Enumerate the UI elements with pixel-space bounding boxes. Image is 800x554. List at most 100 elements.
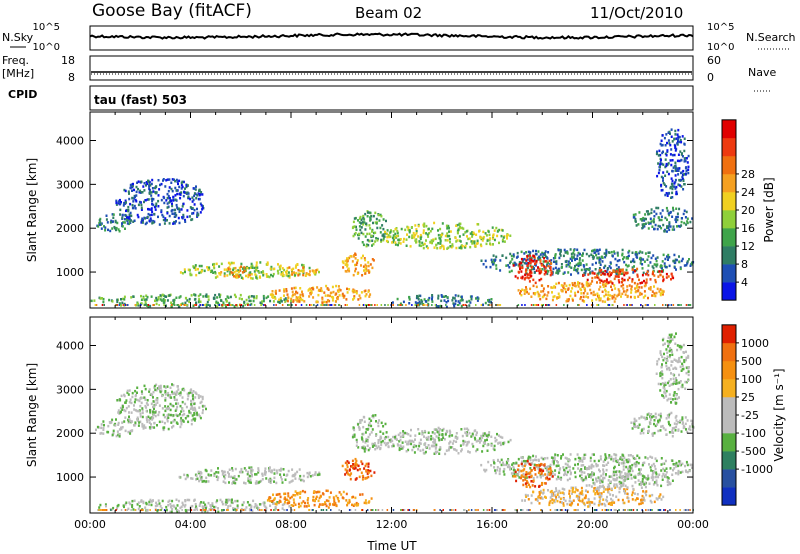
heatmap-cell: [660, 215, 663, 218]
heatmap-cell: [271, 295, 274, 299]
heatmap-cell: [291, 271, 294, 274]
heatmap-cell: [608, 454, 611, 457]
heatmap-cell: [141, 392, 144, 395]
heatmap-cell: [616, 268, 619, 272]
heatmap-cell: [586, 268, 589, 271]
heatmap-cell: [153, 384, 156, 388]
heatmap-cell: [534, 292, 537, 295]
heatmap-cell: [386, 235, 389, 239]
heatmap-cell: [444, 295, 447, 298]
heatmap-cell: [296, 291, 299, 295]
heatmap-cell: [672, 276, 675, 280]
heatmap-cell: [560, 457, 562, 460]
heatmap-cell: [456, 239, 459, 242]
heatmap-cell: [248, 295, 251, 298]
heatmap-cell: [660, 218, 663, 222]
heatmap-cell: [532, 249, 535, 253]
heatmap-cell: [681, 217, 683, 220]
heatmap-cell: [346, 265, 349, 268]
heatmap-cell: [171, 204, 174, 208]
heatmap-cell: [563, 282, 566, 285]
heatmap-cell: [428, 447, 431, 450]
heatmap-cell: [633, 265, 635, 268]
heatmap-cell: [297, 502, 300, 506]
heatmap-cell: [367, 471, 370, 474]
heatmap-cell: [143, 189, 146, 192]
heatmap-cell: [179, 271, 182, 274]
heatmap-cell: [580, 292, 583, 295]
heatmap-cell: [525, 259, 528, 262]
heatmap-cell: [380, 421, 383, 425]
heatmap-cell: [543, 293, 546, 296]
heatmap-cell: [476, 296, 479, 299]
heatmap-cell: [190, 406, 193, 409]
heatmap-cell: [446, 232, 449, 235]
heatmap-cell: [166, 420, 169, 423]
heatmap-cell: [683, 209, 686, 212]
heatmap-cell: [559, 252, 562, 255]
heatmap-cell: [145, 409, 148, 413]
heatmap-cell: [451, 446, 454, 449]
heatmap-cell: [630, 287, 633, 291]
heatmap-cell: [292, 267, 295, 271]
heatmap-cell: [545, 260, 548, 263]
heatmap-cell: [500, 463, 503, 467]
heatmap-cell: [223, 268, 226, 271]
heatmap-cell: [344, 259, 347, 263]
heatmap-cell: [460, 448, 463, 451]
heatmap-cell: [157, 499, 160, 502]
heatmap-cell: [207, 473, 210, 476]
heatmap-cell: [678, 167, 681, 170]
heatmap-cell: [599, 502, 602, 506]
heatmap-cell: [679, 139, 682, 142]
heatmap-cell: [566, 252, 569, 255]
heatmap-cell: [554, 453, 557, 456]
heatmap-cell: [440, 294, 443, 297]
heatmap-cell: [455, 246, 458, 250]
heatmap-cell: [595, 298, 598, 301]
heatmap-cell: [201, 480, 204, 483]
heatmap-cell: [660, 158, 662, 162]
heatmap-cell: [627, 473, 630, 476]
heatmap-cell: [200, 264, 203, 268]
heatmap-cell: [158, 411, 161, 414]
heatmap-cell: [363, 218, 366, 221]
heatmap-cell: [387, 445, 390, 449]
heatmap-cell: [405, 450, 408, 453]
heatmap-cell: [276, 471, 279, 475]
heatmap-cell: [279, 469, 282, 472]
heatmap-cell: [168, 196, 171, 200]
heatmap-cell: [459, 444, 462, 447]
heatmap-cell: [558, 256, 561, 260]
heatmap-cell: [380, 304, 383, 306]
heatmap-cell: [530, 260, 533, 263]
heatmap-cell: [273, 304, 275, 306]
heatmap-cell: [154, 208, 157, 211]
heatmap-cell: [678, 255, 680, 258]
heatmap-cell: [150, 207, 153, 210]
heatmap-cell: [482, 434, 485, 437]
heatmap-cell: [156, 397, 159, 400]
heatmap-cell: [117, 421, 120, 425]
heatmap-cell: [214, 276, 217, 279]
heatmap-cell: [553, 460, 555, 463]
heatmap-cell: [263, 472, 266, 475]
heatmap-cell: [493, 229, 496, 232]
heatmap-cell: [551, 475, 554, 478]
heatmap-cell: [468, 304, 471, 307]
heatmap-cell: [530, 274, 533, 278]
heatmap-cell: [240, 304, 243, 306]
heatmap-cell: [199, 202, 202, 205]
heatmap-cell: [172, 222, 175, 225]
heatmap-cell: [677, 173, 680, 176]
heatmap-cell: [648, 287, 650, 290]
heatmap-cell: [167, 427, 170, 431]
heatmap-cell: [599, 458, 602, 461]
heatmap-cell: [529, 456, 532, 459]
heatmap-cell: [611, 288, 614, 292]
heatmap-cell: [180, 184, 183, 187]
heatmap-cell: [99, 432, 102, 435]
heatmap-cell: [529, 485, 532, 489]
heatmap-cell: [552, 257, 555, 260]
colorbar-tick-label: 16: [741, 222, 755, 235]
